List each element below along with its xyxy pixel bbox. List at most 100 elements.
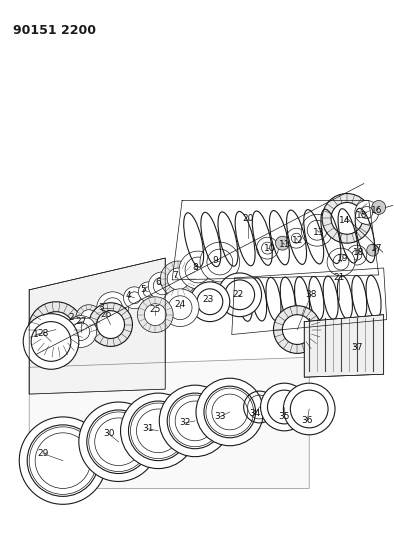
- Text: 3: 3: [98, 303, 104, 312]
- Circle shape: [143, 287, 153, 297]
- Circle shape: [161, 289, 199, 327]
- Circle shape: [327, 248, 355, 276]
- Circle shape: [97, 292, 128, 324]
- Circle shape: [52, 326, 60, 334]
- Circle shape: [28, 302, 84, 357]
- Circle shape: [218, 273, 262, 317]
- Circle shape: [89, 303, 132, 346]
- Circle shape: [89, 412, 149, 472]
- Circle shape: [204, 386, 256, 438]
- Circle shape: [167, 393, 223, 449]
- Circle shape: [149, 272, 176, 300]
- Circle shape: [225, 280, 255, 310]
- Circle shape: [79, 402, 158, 481]
- Circle shape: [138, 297, 173, 333]
- Circle shape: [27, 425, 99, 496]
- Text: 10: 10: [264, 244, 275, 253]
- Text: 13: 13: [313, 228, 325, 237]
- Text: 30: 30: [103, 429, 114, 438]
- Circle shape: [19, 417, 107, 504]
- Circle shape: [273, 306, 321, 353]
- Circle shape: [76, 305, 102, 330]
- Circle shape: [307, 220, 327, 240]
- Circle shape: [103, 298, 123, 318]
- Circle shape: [138, 282, 158, 302]
- Text: 27: 27: [75, 317, 87, 326]
- Polygon shape: [29, 258, 165, 394]
- Text: 16: 16: [371, 206, 383, 215]
- Circle shape: [206, 388, 254, 436]
- Circle shape: [159, 385, 231, 457]
- Text: 36: 36: [301, 416, 313, 425]
- Circle shape: [23, 313, 79, 369]
- Circle shape: [38, 312, 74, 348]
- Circle shape: [347, 245, 367, 265]
- Circle shape: [291, 233, 301, 243]
- Circle shape: [136, 409, 180, 453]
- Circle shape: [46, 320, 66, 340]
- Text: 24: 24: [175, 300, 186, 309]
- Text: 18: 18: [353, 248, 364, 256]
- Text: 23: 23: [202, 295, 214, 304]
- Text: 32: 32: [179, 418, 191, 427]
- Text: 8: 8: [192, 263, 198, 272]
- Circle shape: [197, 289, 223, 314]
- Circle shape: [260, 383, 308, 431]
- Text: 9: 9: [212, 255, 218, 264]
- Text: 1: 1: [33, 330, 39, 339]
- Circle shape: [179, 251, 217, 289]
- Text: 5: 5: [141, 285, 146, 294]
- Circle shape: [275, 236, 289, 250]
- Polygon shape: [304, 314, 384, 377]
- Text: 19: 19: [337, 254, 349, 263]
- Text: 6: 6: [155, 278, 161, 287]
- Text: 37: 37: [351, 343, 362, 352]
- Circle shape: [268, 390, 301, 424]
- Circle shape: [175, 401, 215, 441]
- Circle shape: [367, 244, 379, 256]
- Circle shape: [128, 401, 188, 461]
- Circle shape: [185, 257, 211, 283]
- Text: 28: 28: [37, 329, 49, 338]
- Circle shape: [322, 193, 372, 243]
- Circle shape: [200, 242, 240, 282]
- Circle shape: [72, 322, 90, 341]
- Circle shape: [262, 242, 273, 254]
- Circle shape: [301, 214, 333, 246]
- Circle shape: [290, 390, 328, 428]
- Text: 17: 17: [371, 244, 383, 253]
- Text: 35: 35: [279, 413, 290, 422]
- Text: 2: 2: [68, 313, 74, 322]
- Circle shape: [87, 410, 151, 473]
- Circle shape: [282, 314, 312, 344]
- Circle shape: [121, 393, 196, 469]
- Circle shape: [283, 383, 335, 435]
- Text: 7: 7: [172, 271, 178, 280]
- Circle shape: [286, 228, 306, 248]
- Polygon shape: [29, 357, 309, 488]
- Text: 26: 26: [100, 310, 112, 319]
- Text: 29: 29: [37, 449, 49, 458]
- Circle shape: [331, 203, 363, 234]
- Text: 14: 14: [339, 216, 351, 225]
- Circle shape: [361, 206, 373, 219]
- Circle shape: [65, 316, 97, 348]
- Circle shape: [207, 249, 233, 275]
- Circle shape: [130, 403, 186, 458]
- Circle shape: [128, 292, 140, 304]
- Circle shape: [168, 296, 192, 320]
- Circle shape: [196, 378, 264, 446]
- Circle shape: [352, 250, 362, 260]
- Circle shape: [97, 311, 125, 338]
- Circle shape: [256, 237, 279, 259]
- Circle shape: [212, 394, 248, 430]
- Circle shape: [355, 200, 379, 224]
- Text: 11: 11: [279, 240, 290, 249]
- Circle shape: [160, 261, 196, 297]
- Circle shape: [372, 200, 386, 214]
- Circle shape: [35, 433, 91, 488]
- Text: 4: 4: [126, 292, 131, 300]
- Circle shape: [31, 321, 71, 361]
- Text: 15: 15: [356, 211, 368, 220]
- Text: 20: 20: [242, 214, 253, 223]
